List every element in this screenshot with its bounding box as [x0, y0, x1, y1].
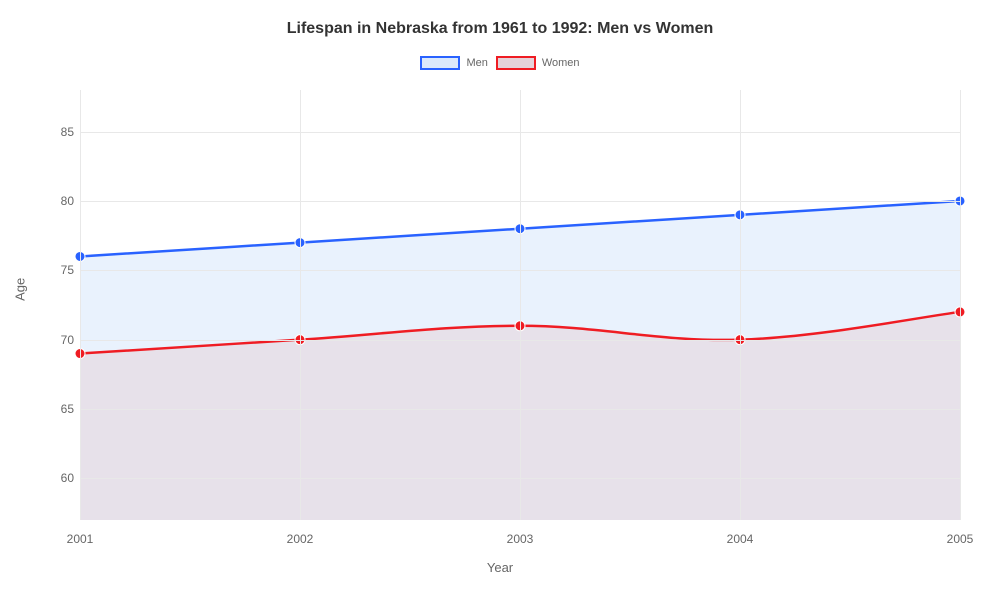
y-tick: 85	[50, 125, 74, 139]
x-tick: 2005	[947, 532, 974, 546]
legend-swatch-women	[496, 56, 536, 70]
y-axis-label: Age	[13, 278, 28, 301]
legend-label-men: Men	[466, 57, 487, 69]
grid-line-v	[740, 90, 741, 520]
legend-item-women: Women	[496, 56, 580, 70]
grid-line-v	[520, 90, 521, 520]
plot-area	[80, 90, 960, 520]
grid-line-h	[80, 478, 960, 479]
legend-label-women: Women	[542, 57, 580, 69]
y-tick: 65	[50, 402, 74, 416]
chart-title: Lifespan in Nebraska from 1961 to 1992: …	[0, 20, 1000, 38]
legend-item-men: Men	[420, 56, 487, 70]
y-tick: 70	[50, 333, 74, 347]
grid-line-h	[80, 201, 960, 202]
x-tick: 2002	[287, 532, 314, 546]
x-tick: 2003	[507, 532, 534, 546]
grid-line-v	[300, 90, 301, 520]
y-tick: 75	[50, 263, 74, 277]
y-tick: 60	[50, 471, 74, 485]
grid-line-h	[80, 409, 960, 410]
chart-container: Lifespan in Nebraska from 1961 to 1992: …	[0, 0, 1000, 600]
grid-line-v	[80, 90, 81, 520]
grid-line-h	[80, 340, 960, 341]
grid-line-v	[960, 90, 961, 520]
grid-line-h	[80, 132, 960, 133]
x-tick: 2004	[727, 532, 754, 546]
y-tick: 80	[50, 194, 74, 208]
x-axis-label: Year	[487, 560, 513, 575]
x-tick: 2001	[67, 532, 94, 546]
legend-swatch-men	[420, 56, 460, 70]
legend: Men Women	[0, 56, 1000, 70]
grid-line-h	[80, 270, 960, 271]
